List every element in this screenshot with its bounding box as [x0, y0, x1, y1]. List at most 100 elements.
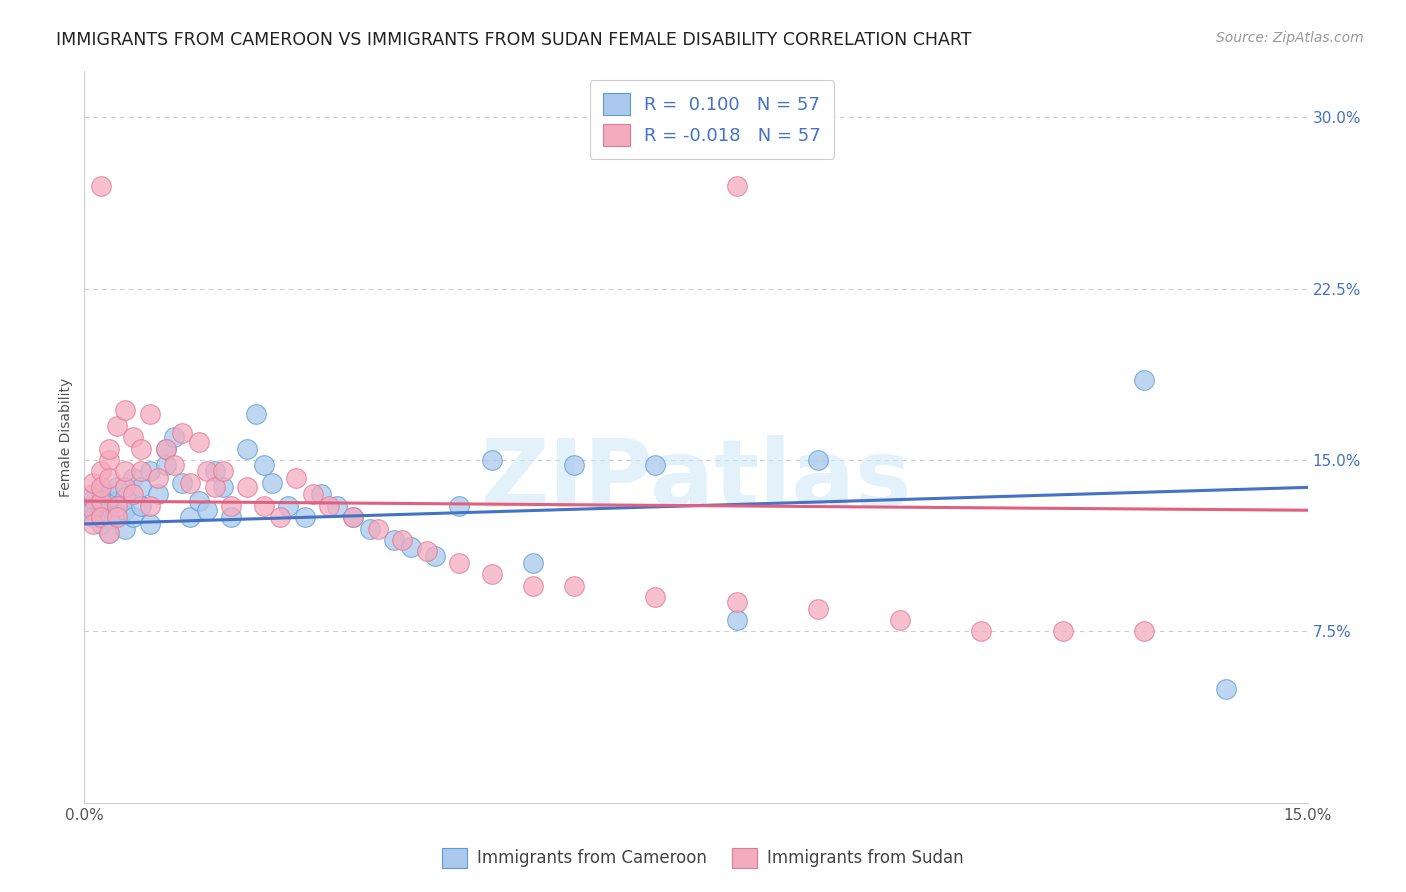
Point: [807, 453, 830, 467]
Point: [219, 499, 242, 513]
Point: [163, 458, 186, 472]
Point: [97, 526, 120, 541]
Point: [82, 487, 104, 501]
Point: [97, 487, 120, 501]
Point: [522, 556, 544, 570]
Point: [382, 533, 405, 547]
Point: [97, 471, 120, 485]
Point: [423, 549, 446, 563]
Point: [138, 499, 160, 513]
Point: [122, 510, 145, 524]
Point: [212, 480, 235, 494]
Point: [122, 487, 145, 501]
Point: [97, 442, 120, 456]
Point: [1215, 681, 1237, 696]
Point: [105, 510, 128, 524]
Point: [644, 590, 666, 604]
Legend: R =  0.100   N = 57, R = -0.018   N = 57: R = 0.100 N = 57, R = -0.018 N = 57: [591, 80, 834, 159]
Point: [90, 510, 112, 524]
Point: [187, 434, 209, 449]
Point: [97, 453, 120, 467]
Point: [644, 458, 666, 472]
Point: [138, 516, 160, 531]
Point: [212, 464, 235, 478]
Point: [105, 508, 128, 522]
Point: [172, 475, 194, 490]
Point: [204, 480, 226, 494]
Point: [449, 499, 471, 513]
Point: [97, 526, 120, 541]
Point: [146, 487, 169, 501]
Point: [90, 516, 112, 531]
Point: [131, 480, 153, 494]
Point: [481, 453, 503, 467]
Text: Source: ZipAtlas.com: Source: ZipAtlas.com: [1216, 31, 1364, 45]
Point: [359, 521, 381, 535]
Point: [245, 407, 267, 421]
Point: [114, 464, 136, 478]
Point: [97, 500, 120, 515]
Point: [155, 442, 177, 456]
Point: [269, 510, 291, 524]
Point: [416, 544, 439, 558]
Point: [522, 579, 544, 593]
Point: [138, 407, 160, 421]
Point: [195, 464, 218, 478]
Point: [318, 499, 340, 513]
Point: [1133, 373, 1156, 387]
Point: [236, 480, 259, 494]
Point: [105, 499, 128, 513]
Point: [260, 475, 283, 490]
Point: [285, 471, 308, 485]
Point: [131, 464, 153, 478]
Y-axis label: Female Disability: Female Disability: [59, 377, 73, 497]
Point: [481, 567, 503, 582]
Point: [90, 494, 112, 508]
Point: [725, 613, 748, 627]
Point: [219, 510, 242, 524]
Point: [342, 510, 364, 524]
Point: [236, 442, 259, 456]
Point: [155, 458, 177, 472]
Point: [163, 430, 186, 444]
Point: [114, 503, 136, 517]
Point: [90, 178, 112, 193]
Point: [187, 494, 209, 508]
Point: [562, 458, 585, 472]
Point: [889, 613, 911, 627]
Point: [138, 464, 160, 478]
Point: [90, 485, 112, 500]
Text: ZIPatlas: ZIPatlas: [481, 435, 911, 527]
Point: [105, 480, 128, 494]
Point: [97, 512, 120, 526]
Point: [172, 425, 194, 440]
Point: [82, 516, 104, 531]
Text: IMMIGRANTS FROM CAMEROON VS IMMIGRANTS FROM SUDAN FEMALE DISABILITY CORRELATION : IMMIGRANTS FROM CAMEROON VS IMMIGRANTS F…: [56, 31, 972, 49]
Point: [105, 494, 128, 508]
Point: [105, 418, 128, 433]
Point: [82, 475, 104, 490]
Point: [131, 499, 153, 513]
Point: [146, 471, 169, 485]
Point: [82, 510, 104, 524]
Point: [807, 601, 830, 615]
Point: [970, 624, 993, 639]
Point: [294, 510, 316, 524]
Point: [90, 480, 112, 494]
Point: [122, 471, 145, 485]
Point: [114, 402, 136, 417]
Point: [179, 510, 201, 524]
Legend: Immigrants from Cameroon, Immigrants from Sudan: Immigrants from Cameroon, Immigrants fro…: [436, 841, 970, 875]
Point: [131, 442, 153, 456]
Point: [277, 499, 299, 513]
Point: [82, 503, 104, 517]
Point: [114, 521, 136, 535]
Point: [725, 178, 748, 193]
Point: [1133, 624, 1156, 639]
Point: [155, 442, 177, 456]
Point: [204, 464, 226, 478]
Point: [82, 491, 104, 506]
Point: [253, 458, 276, 472]
Point: [90, 506, 112, 520]
Point: [114, 480, 136, 494]
